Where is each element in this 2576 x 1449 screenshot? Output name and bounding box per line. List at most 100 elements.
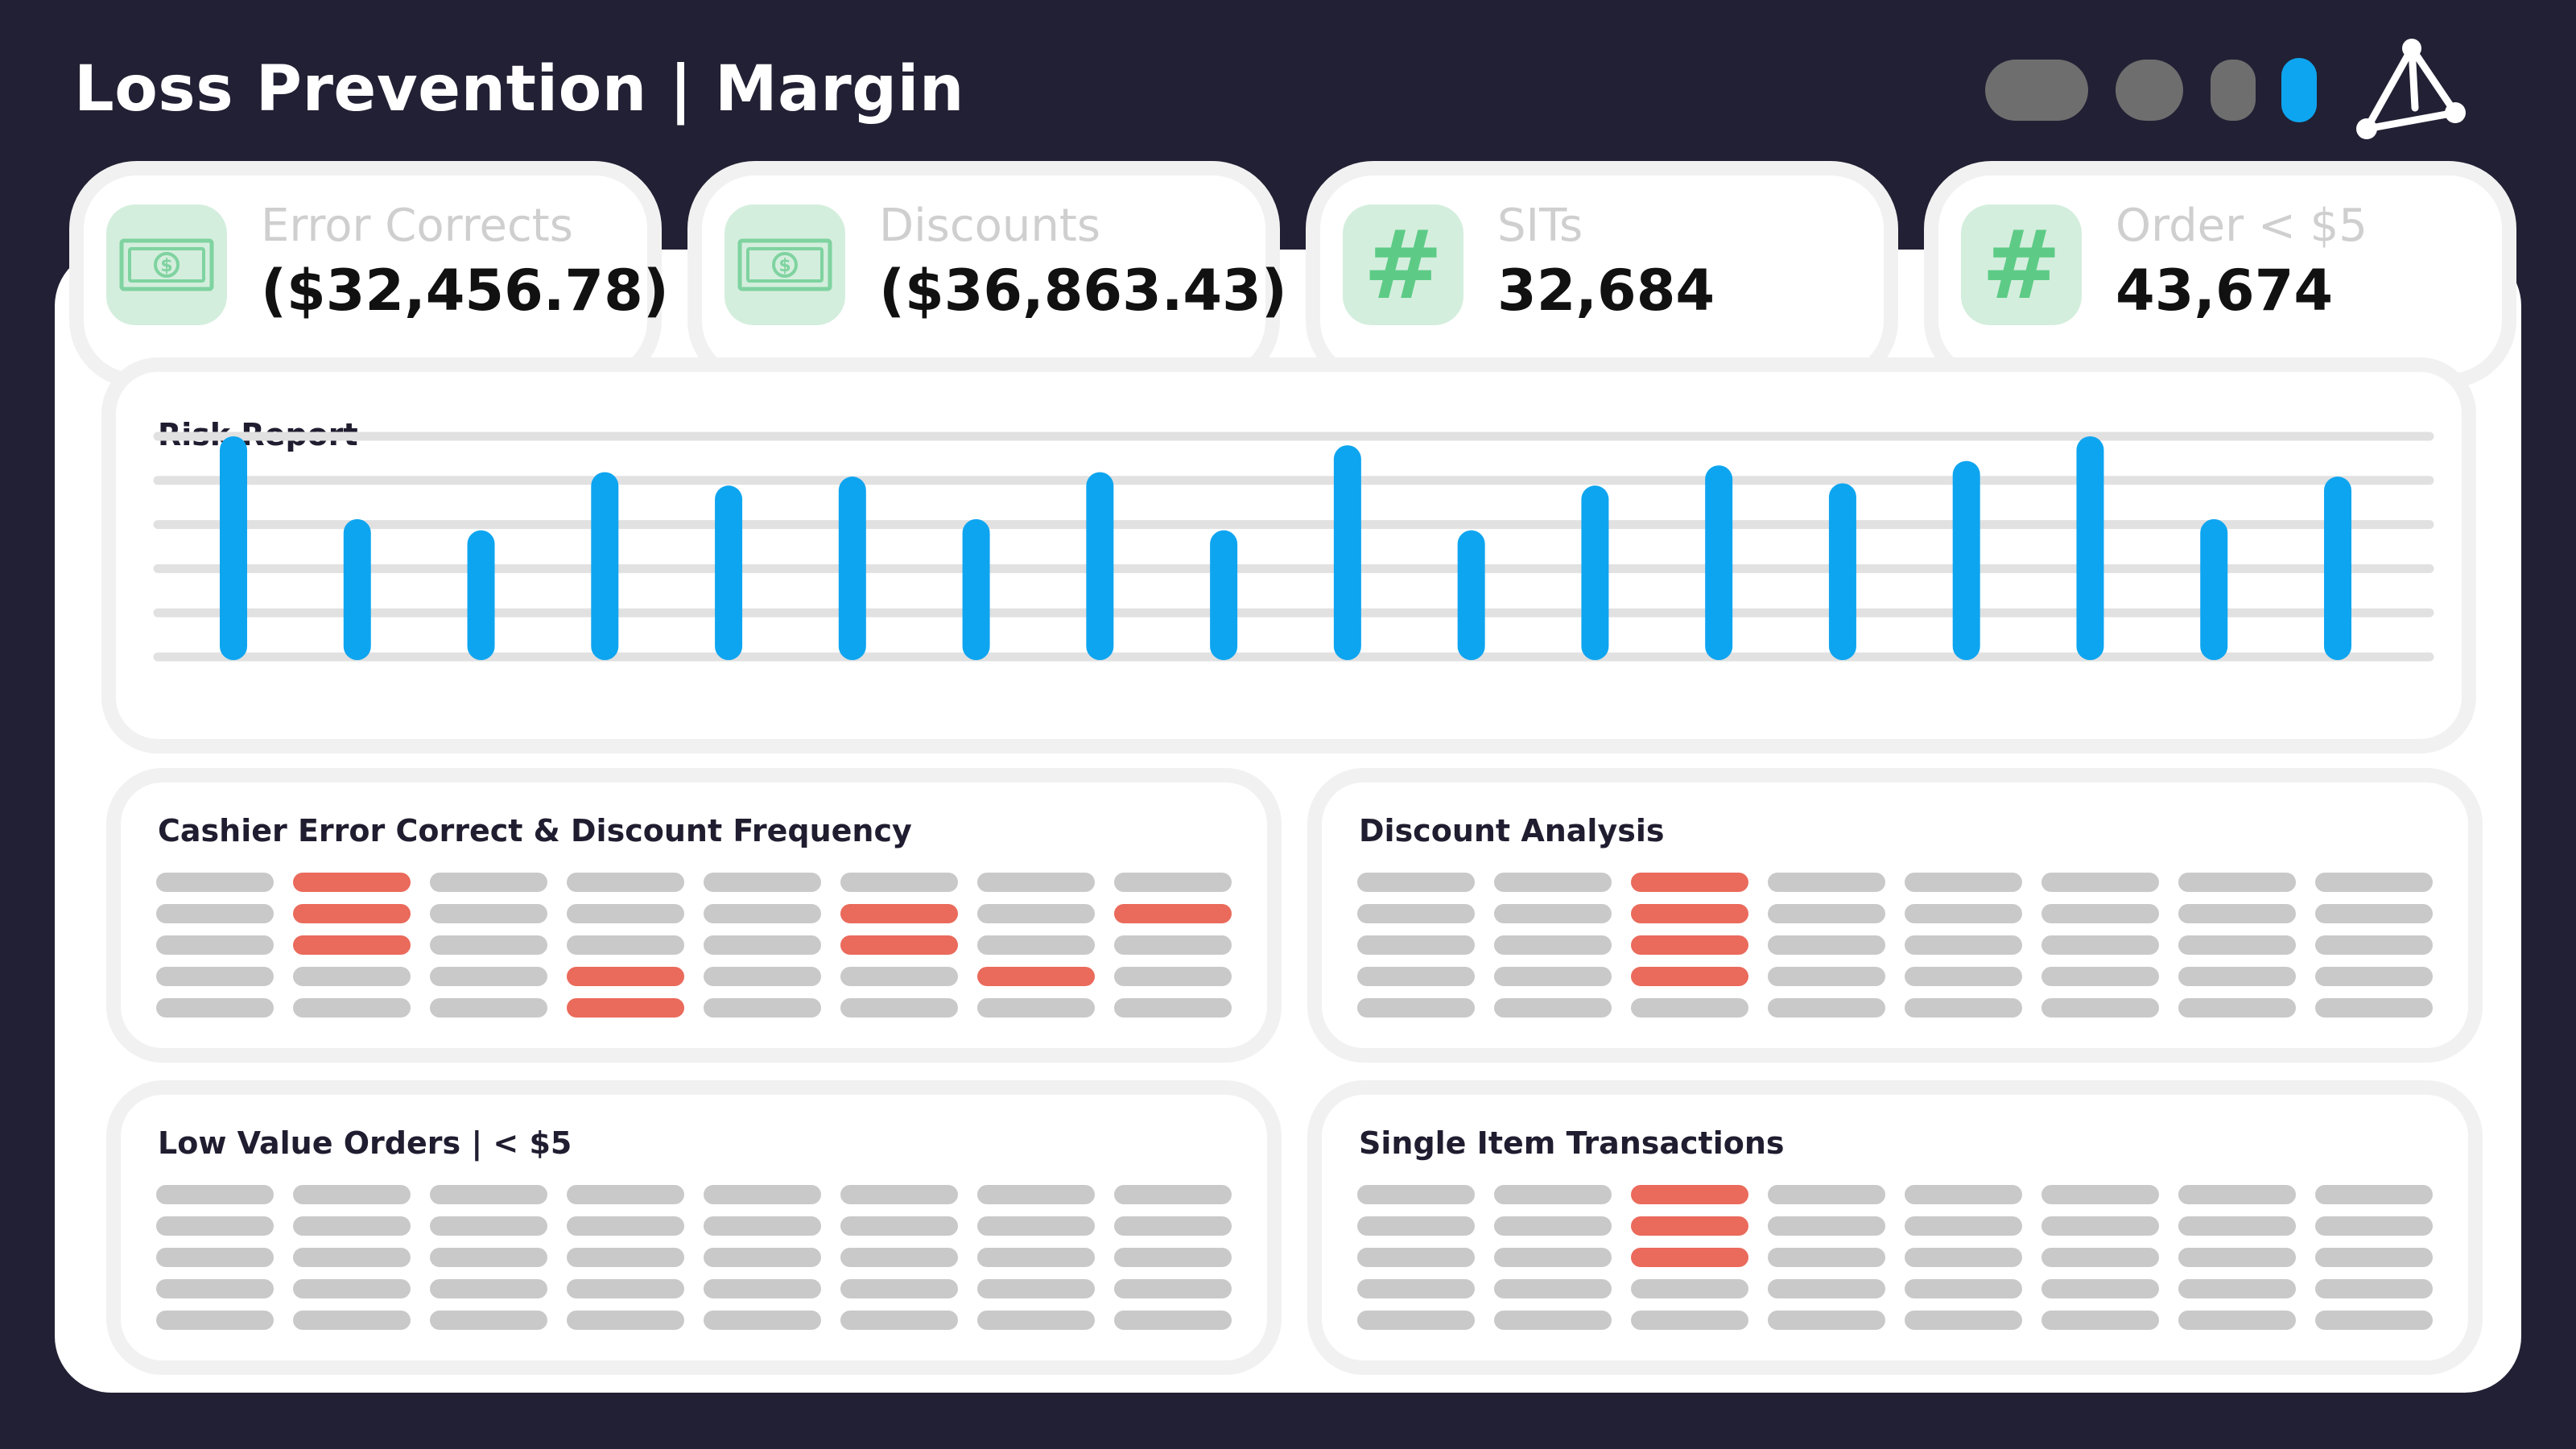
table-cell[interactable] (1768, 873, 1885, 892)
table-cell[interactable] (1768, 1311, 1885, 1330)
table-cell[interactable] (1768, 1279, 1885, 1298)
table-cell[interactable] (704, 1248, 821, 1267)
table-cell[interactable] (704, 1279, 821, 1298)
table-cell[interactable] (2178, 873, 2296, 892)
table-cell[interactable] (1494, 1311, 1612, 1330)
table-cell[interactable] (2315, 935, 2433, 955)
table-cell[interactable] (430, 1216, 547, 1236)
table-cell[interactable] (156, 1311, 274, 1330)
table-cell[interactable] (1494, 967, 1612, 986)
table-cell[interactable] (156, 904, 274, 923)
table-cell[interactable] (430, 1311, 547, 1330)
table-cell[interactable] (1114, 935, 1232, 955)
table-cell[interactable] (1768, 935, 1885, 955)
table-cell[interactable] (1905, 998, 2022, 1018)
risk-bar[interactable] (2076, 436, 2104, 660)
table-cell[interactable] (1357, 873, 1475, 892)
risk-bar[interactable] (2200, 518, 2228, 660)
table-cell[interactable] (2178, 904, 2296, 923)
table-cell[interactable] (1357, 998, 1475, 1018)
table-cell[interactable] (430, 1248, 547, 1267)
risk-bar[interactable] (591, 472, 619, 660)
table-cell[interactable] (430, 935, 547, 955)
kpi-card-error-corrects[interactable]: $ Error Corrects ($32,456.78) (69, 161, 669, 388)
table-cell[interactable] (1357, 904, 1475, 923)
table-cell[interactable] (1357, 967, 1475, 986)
table-cell[interactable] (704, 998, 821, 1018)
table-cell[interactable] (2041, 1279, 2159, 1298)
table-cell[interactable] (977, 1279, 1095, 1298)
table-cell[interactable] (840, 998, 958, 1018)
table-cell[interactable] (977, 967, 1095, 986)
table-cell[interactable] (1905, 1279, 2022, 1298)
table-cell[interactable] (1905, 1185, 2022, 1204)
table-cell[interactable] (430, 873, 547, 892)
table-cell[interactable] (1114, 1216, 1232, 1236)
table-cell[interactable] (1357, 1279, 1475, 1298)
table-cell[interactable] (1631, 1185, 1748, 1204)
table-cell[interactable] (704, 1185, 821, 1204)
risk-bar[interactable] (1210, 530, 1238, 660)
table-cell[interactable] (567, 1216, 684, 1236)
table-cell[interactable] (156, 935, 274, 955)
control-pill-2[interactable] (2116, 60, 2183, 121)
table-cell[interactable] (1357, 1311, 1475, 1330)
table-cell[interactable] (2315, 904, 2433, 923)
table-cell[interactable] (2178, 1311, 2296, 1330)
table-cell[interactable] (430, 967, 547, 986)
table-cell[interactable] (1905, 904, 2022, 923)
table-cell[interactable] (1631, 967, 1748, 986)
table-cell[interactable] (704, 935, 821, 955)
table-cell[interactable] (2041, 967, 2159, 986)
table-cell[interactable] (1494, 1279, 1612, 1298)
table-cell[interactable] (1357, 1248, 1475, 1267)
risk-bar[interactable] (1705, 465, 1733, 660)
table-cell[interactable] (1631, 1216, 1748, 1236)
table-cell[interactable] (2041, 1311, 2159, 1330)
table-cell[interactable] (1494, 1185, 1612, 1204)
table-cell[interactable] (1494, 935, 1612, 955)
table-cell[interactable] (1631, 1279, 1748, 1298)
table-cell[interactable] (977, 873, 1095, 892)
table-cell[interactable] (430, 904, 547, 923)
table-cell[interactable] (293, 967, 411, 986)
table-cell[interactable] (293, 1216, 411, 1236)
risk-bar[interactable] (962, 518, 990, 660)
table-cell[interactable] (1768, 998, 1885, 1018)
table-cell[interactable] (567, 873, 684, 892)
table-cell[interactable] (1114, 998, 1232, 1018)
table-cell[interactable] (2315, 1185, 2433, 1204)
table-cell[interactable] (2315, 967, 2433, 986)
table-cell[interactable] (156, 967, 274, 986)
table-cell[interactable] (1768, 967, 1885, 986)
table-cell[interactable] (2178, 1279, 2296, 1298)
table-cell[interactable] (2041, 1248, 2159, 1267)
table-cell[interactable] (704, 1216, 821, 1236)
table-cell[interactable] (156, 1185, 274, 1204)
table-cell[interactable] (840, 1216, 958, 1236)
table-cell[interactable] (2315, 998, 2433, 1018)
risk-bar[interactable] (467, 530, 495, 660)
table-cell[interactable] (704, 1311, 821, 1330)
table-cell[interactable] (430, 998, 547, 1018)
table-cell[interactable] (1768, 1185, 1885, 1204)
table-cell[interactable] (2178, 1216, 2296, 1236)
table-cell[interactable] (1768, 904, 1885, 923)
risk-bar[interactable] (343, 518, 371, 660)
control-pill-active[interactable] (2281, 58, 2317, 122)
table-cell[interactable] (840, 1311, 958, 1330)
table-cell[interactable] (977, 1185, 1095, 1204)
table-cell[interactable] (567, 1279, 684, 1298)
table-cell[interactable] (567, 1311, 684, 1330)
kpi-card-sits[interactable]: # SITs 32,684 (1306, 161, 1898, 388)
table-cell[interactable] (1905, 1311, 2022, 1330)
kpi-card-discounts[interactable]: $ Discounts ($36,863.43) (687, 161, 1287, 388)
table-cell[interactable] (1357, 1216, 1475, 1236)
table-cell[interactable] (704, 967, 821, 986)
table-cell[interactable] (2178, 967, 2296, 986)
risk-bar[interactable] (1086, 472, 1114, 660)
table-cell[interactable] (704, 904, 821, 923)
table-cell[interactable] (1114, 904, 1232, 923)
table-cell[interactable] (293, 873, 411, 892)
table-cell[interactable] (1631, 1311, 1748, 1330)
